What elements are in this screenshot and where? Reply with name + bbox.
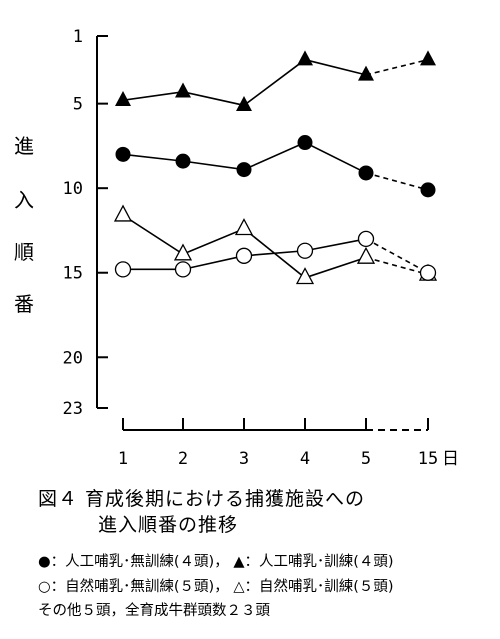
legend-filled-triangle: ▲：人工哺乳･訓練(４頭) — [233, 554, 394, 570]
x-tick-label: 5 — [361, 449, 371, 469]
marker-open-circle — [419, 264, 437, 281]
marker-filled-triangle — [420, 50, 436, 66]
marker-filled-triangle — [175, 82, 191, 98]
legend-open-circle: ○：自然哺乳･無訓練(５頭)， — [38, 579, 229, 595]
y-axis-label-4: 番 — [14, 292, 34, 316]
x-tick-label: 3 — [239, 449, 249, 469]
y-tick-label: 1 — [73, 27, 83, 47]
y-axis-label-3: 順 — [14, 240, 34, 264]
x-axis-unit: 日 — [442, 449, 459, 469]
marker-open-circle — [357, 230, 375, 248]
legend-open-triangle: △：自然哺乳･訓練(５頭) — [233, 579, 394, 595]
legend-note: その他５頭，全育成牛群頭数２３頭 — [38, 603, 270, 619]
marker-open-triangle — [113, 204, 133, 222]
chart-title-line2: 進入順番の推移 — [98, 514, 239, 536]
marker-open-triangle — [173, 243, 193, 261]
series-group — [113, 50, 438, 285]
legend-row-2: ○：自然哺乳･無訓練(５頭)， △：自然哺乳･訓練(５頭) — [38, 575, 394, 596]
y-tick-label: 15 — [63, 264, 83, 284]
marker-filled-circle — [297, 135, 313, 151]
x-tick-label: 1 — [118, 449, 128, 469]
marker-filled-circle — [420, 182, 436, 198]
marker-filled-triangle — [236, 96, 252, 112]
marker-open-triangle — [295, 267, 315, 285]
y-tick-label: 10 — [63, 179, 83, 199]
series-dashed-line — [365, 172, 429, 191]
marker-open-circle — [114, 261, 132, 278]
marker-open-triangle — [356, 246, 376, 264]
marker-filled-triangle — [115, 90, 131, 106]
series-dashed-line — [365, 58, 429, 76]
series-dashed-line — [365, 238, 429, 274]
marker-filled-circle — [175, 153, 191, 169]
series-dashed-line — [365, 256, 429, 276]
x-tick-label: 15 — [418, 449, 438, 469]
marker-filled-circle — [358, 165, 374, 181]
marker-filled-triangle — [358, 65, 374, 81]
marker-open-triangle — [234, 218, 254, 236]
chart-title: 図４ 育成後期における捕獲施設への — [38, 488, 366, 510]
y-axis-label-2: 入 — [14, 188, 34, 212]
y-axis-label-1: 進 — [14, 134, 34, 158]
marker-filled-circle — [115, 146, 131, 162]
marker-filled-triangle — [297, 50, 313, 66]
legend-filled-circle: ●：人工哺乳･無訓練(４頭)， — [38, 554, 229, 570]
x-tick-label: 2 — [178, 449, 188, 469]
legend-row-1: ●：人工哺乳･無訓練(４頭)， ▲：人工哺乳･訓練(４頭) — [38, 550, 394, 571]
marker-open-circle — [235, 247, 253, 264]
x-tick-label: 4 — [300, 449, 310, 469]
marker-open-circle — [296, 242, 314, 259]
y-tick-label: 20 — [63, 348, 83, 368]
marker-filled-circle — [236, 162, 252, 178]
y-tick-label: 23 — [63, 399, 83, 419]
marker-open-circle — [174, 261, 192, 278]
y-tick-label: 5 — [73, 95, 83, 115]
